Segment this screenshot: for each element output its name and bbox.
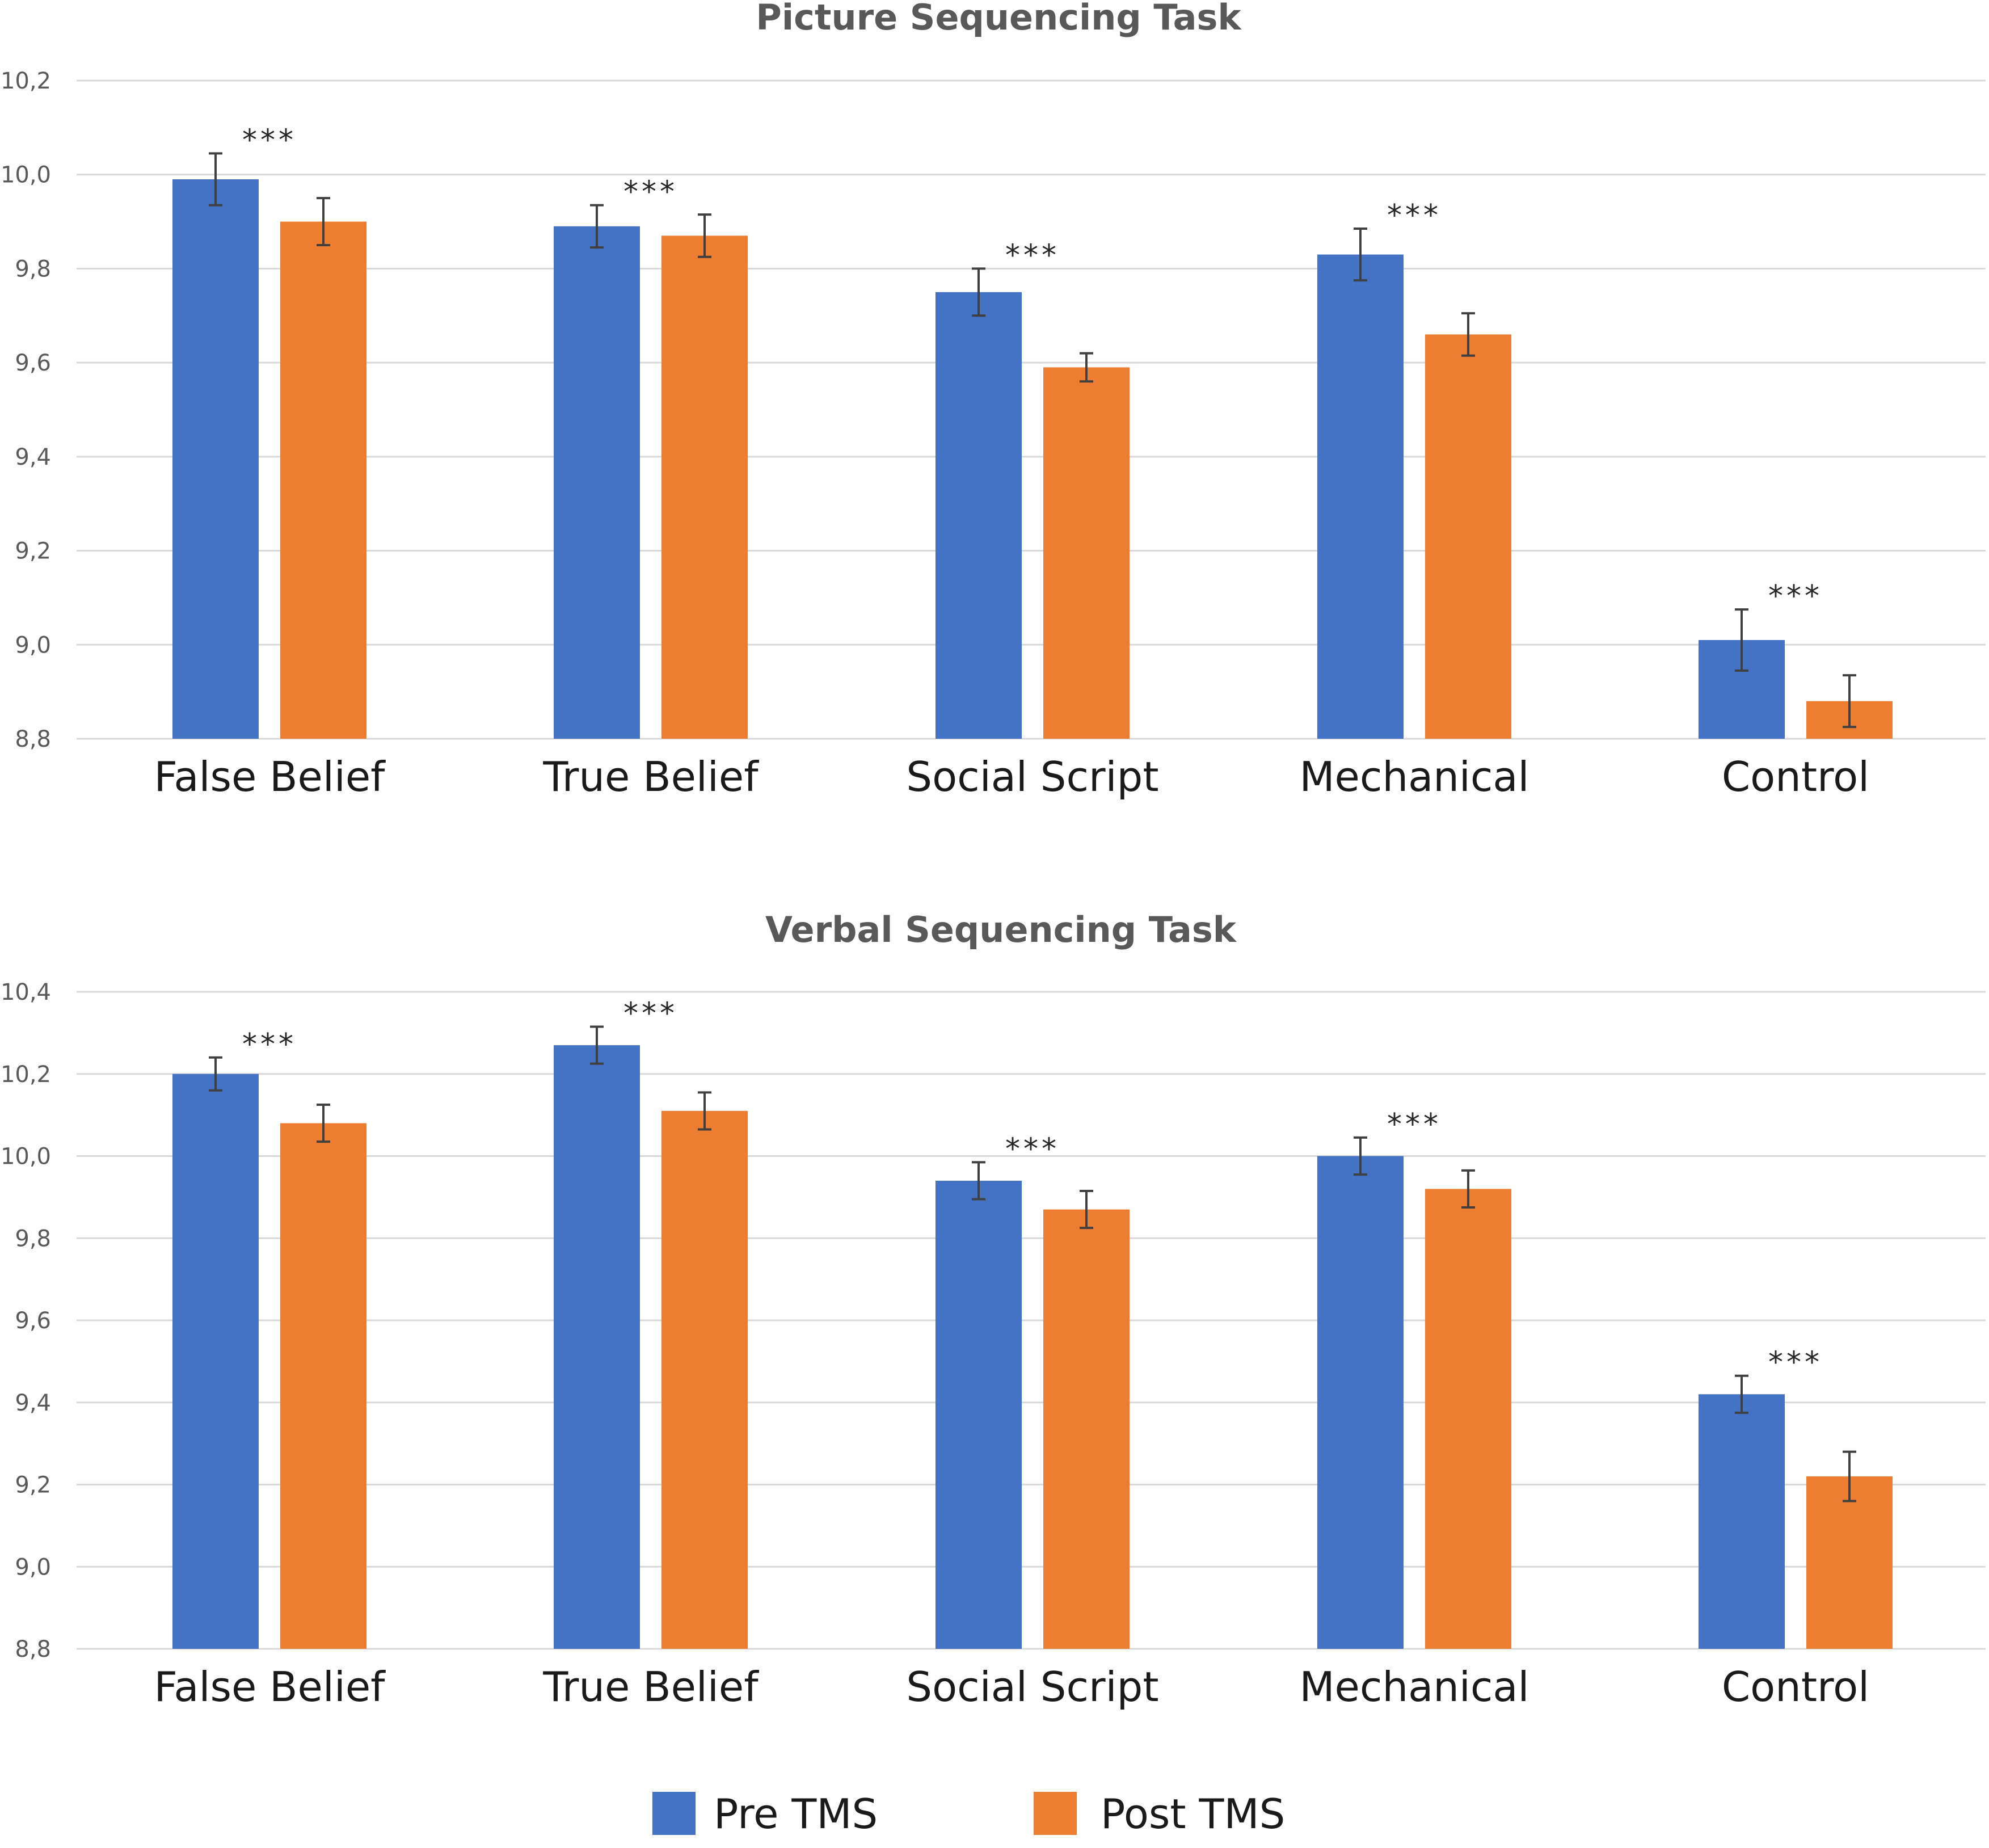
y-tick-label: 9,2 [15, 538, 51, 565]
y-axis-ticks: 8,8 9,0 9,2 9,4 9,6 9,8 10,0 10,2 10,4 [1, 979, 51, 1662]
legend: Pre TMS Post TMS [652, 1790, 1285, 1838]
y-tick-label: 9,6 [15, 1308, 51, 1334]
x-category-label: Social Script [906, 1663, 1158, 1711]
y-tick-label: 9,8 [15, 1226, 51, 1252]
bar-pre [172, 1074, 259, 1649]
x-category-label: Control [1722, 1663, 1869, 1711]
x-category-label: Social Script [906, 753, 1158, 801]
significance-marker: *** [242, 123, 297, 157]
chart-title: Picture Sequencing Task [756, 0, 1242, 38]
bar-pre [1317, 1156, 1404, 1649]
y-tick-label: 9,6 [15, 350, 51, 376]
significance-marker: *** [1005, 238, 1060, 272]
y-tick-label: 10,4 [1, 979, 51, 1005]
error-bar [317, 1104, 330, 1143]
y-tick-label: 9,8 [15, 256, 51, 282]
y-tick-label: 10,0 [1, 162, 51, 188]
gridlines [77, 79, 1986, 740]
significance-marker: *** [623, 175, 678, 209]
verbal-sequencing-chart: Verbal Sequencing Task 8,8 9,0 9,2 9,4 9,6 9,… [1, 909, 1986, 1711]
error-bar [1354, 1136, 1367, 1176]
bar-post [1043, 367, 1130, 739]
x-axis-categories: False Belief True Belief Social Script Mech… [154, 753, 1870, 801]
error-bar [698, 213, 711, 258]
bar-pre [1699, 1394, 1785, 1649]
y-tick-label: 9,4 [15, 1390, 51, 1416]
error-bar [1080, 1190, 1093, 1230]
x-category-label: Mechanical [1299, 1663, 1529, 1711]
significance-marker: *** [242, 1028, 297, 1062]
x-category-label: False Belief [154, 1663, 386, 1711]
significance-marker: *** [1387, 199, 1442, 233]
bar-post [1425, 1189, 1511, 1649]
x-category-label: True Belief [542, 1663, 759, 1711]
y-tick-label: 9,4 [15, 444, 51, 470]
bar-pre [172, 179, 259, 739]
gridlines [77, 991, 1986, 1650]
x-category-label: True Belief [542, 753, 759, 801]
error-bar [1843, 674, 1856, 729]
error-bar [1735, 1374, 1748, 1414]
error-bar [590, 1025, 604, 1065]
significance-marker: *** [1387, 1108, 1442, 1142]
y-tick-label: 8,8 [15, 726, 51, 752]
error-bar [317, 197, 330, 246]
error-bar [1461, 312, 1475, 357]
error-bar [1080, 352, 1093, 383]
bar-pre [935, 1180, 1022, 1649]
bars: *** *** *** *** *** [172, 123, 1893, 739]
x-category-label: Mechanical [1299, 753, 1529, 801]
y-tick-label: 10,0 [1, 1144, 51, 1170]
picture-sequencing-chart: Picture Sequencing Task 8,8 9,0 9,2 9,4 9,6 9… [1, 0, 1986, 801]
x-category-label: False Belief [154, 753, 386, 801]
y-tick-label: 8,8 [15, 1636, 51, 1662]
y-tick-label: 9,0 [15, 632, 51, 658]
error-bar [1354, 228, 1367, 282]
significance-marker: *** [1768, 579, 1823, 613]
bars: *** *** *** *** *** [172, 997, 1893, 1649]
bar-post [1043, 1209, 1130, 1649]
bar-pre [1317, 254, 1404, 739]
bar-pre [935, 292, 1022, 739]
y-tick-label: 9,2 [15, 1472, 51, 1498]
bar-post [1806, 1476, 1893, 1649]
significance-marker: *** [1005, 1132, 1060, 1166]
y-tick-label: 10,2 [1, 68, 51, 94]
x-axis-categories: False Belief True Belief Social Script Mech… [154, 1663, 1870, 1711]
chart-title: Verbal Sequencing Task [765, 909, 1237, 950]
x-category-label: Control [1722, 753, 1869, 801]
error-bar [972, 267, 985, 317]
legend-label-post: Post TMS [1101, 1790, 1285, 1838]
legend-label-pre: Pre TMS [714, 1790, 878, 1838]
bar-post [661, 235, 748, 739]
error-bar [209, 1056, 222, 1092]
legend-swatch-post [1034, 1792, 1077, 1835]
significance-marker: *** [623, 997, 678, 1031]
y-tick-label: 10,2 [1, 1062, 51, 1088]
legend-swatch-pre [652, 1792, 696, 1835]
bar-post [1425, 334, 1511, 739]
bar-pre [554, 1045, 640, 1649]
error-bar [698, 1091, 711, 1131]
error-bar [1461, 1169, 1475, 1209]
y-axis-ticks: 8,8 9,0 9,2 9,4 9,6 9,8 10,0 10,2 [1, 68, 51, 752]
bar-pre [554, 226, 640, 739]
significance-marker: *** [1768, 1346, 1823, 1380]
error-bar [1735, 608, 1748, 672]
bar-post [661, 1110, 748, 1649]
y-tick-label: 9,0 [15, 1554, 51, 1580]
error-bar [590, 204, 604, 249]
error-bar [1843, 1450, 1856, 1502]
bar-post [280, 1123, 366, 1649]
error-bar [972, 1161, 985, 1201]
bar-post [280, 221, 366, 739]
error-bar [209, 152, 222, 207]
